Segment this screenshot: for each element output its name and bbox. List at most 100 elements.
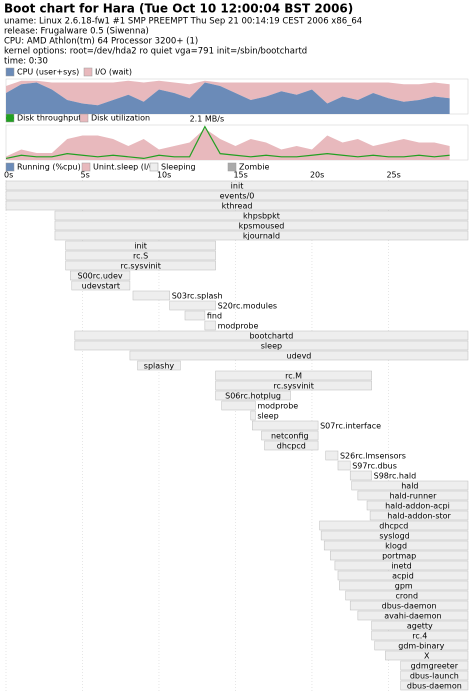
process-bar xyxy=(70,270,131,281)
x-tick-label: 20s xyxy=(310,171,324,180)
process-bar xyxy=(221,400,256,411)
process-label: dhcpcd xyxy=(277,442,306,451)
x-tick-label: 10s xyxy=(157,171,171,180)
process-label: S07rc.interface xyxy=(320,422,381,431)
x-tick-label: 25s xyxy=(386,171,400,180)
process-bar xyxy=(371,620,469,631)
process-label: S03rc.splash xyxy=(172,292,223,301)
process-label: udevd xyxy=(287,352,312,361)
process-label: gdm-binary xyxy=(398,642,444,651)
header-line: time: 0:30 xyxy=(4,57,48,67)
process-label: agetty xyxy=(407,622,433,631)
legend-label: Zombie xyxy=(239,163,269,172)
process-bar xyxy=(400,680,469,691)
process-label: gpm xyxy=(395,582,413,591)
legend-swatch xyxy=(227,162,237,172)
process-label: gdmgreeter xyxy=(411,662,459,671)
process-label: kpsmoused xyxy=(239,222,285,231)
x-tick-label: 15s xyxy=(233,171,247,180)
legend-label: Disk throughput xyxy=(17,114,81,123)
line xyxy=(5,125,450,160)
process-bar xyxy=(252,420,319,431)
legend-label: Running (%cpu) xyxy=(17,163,81,172)
process-label: init xyxy=(134,242,147,251)
process-label: hald-addon-acpi xyxy=(385,502,450,511)
legend-swatch xyxy=(83,67,93,77)
process-label: find xyxy=(207,312,222,321)
process-bar xyxy=(5,200,469,211)
process-label: portmap xyxy=(382,552,416,561)
process-label: X xyxy=(424,652,430,661)
process-bar xyxy=(400,670,469,681)
process-label: init xyxy=(231,182,244,191)
process-bar xyxy=(137,360,181,371)
process-label: dbus-daemon xyxy=(407,682,462,691)
process-label: khpsbpkt xyxy=(243,212,280,221)
process-label: dbus-daemon xyxy=(382,602,437,611)
process-label: dhcpcd xyxy=(379,522,408,531)
process-bar xyxy=(323,540,469,551)
annotation: 2.1 MB/s xyxy=(190,115,225,124)
process-bar xyxy=(215,370,372,381)
process-bar xyxy=(319,520,469,531)
process-label: S98rc.hald xyxy=(374,472,417,481)
process-bar xyxy=(357,610,469,621)
legend-label: Sleeping xyxy=(161,163,196,172)
process-bar xyxy=(74,340,469,351)
process-bar xyxy=(261,430,319,441)
process-label: S06rc.hotplug xyxy=(225,392,281,401)
process-label: modprobe xyxy=(257,402,298,411)
process-bar xyxy=(132,290,170,301)
process-label: avahi-daemon xyxy=(384,612,441,621)
process-bar xyxy=(5,190,469,201)
process-bar xyxy=(369,510,469,521)
area xyxy=(6,82,450,114)
area xyxy=(6,128,450,160)
process-bar xyxy=(204,320,216,331)
process-bar xyxy=(334,560,469,571)
process-label: inetd xyxy=(391,562,411,571)
process-bar xyxy=(74,330,469,341)
process-label: klogd xyxy=(385,542,407,551)
x-tick-label: 0s xyxy=(4,171,13,180)
process-label: udevstart xyxy=(82,282,120,291)
process-label: S26rc.lmsensors xyxy=(340,452,406,461)
process-bar xyxy=(320,530,469,541)
process-bar xyxy=(65,250,216,261)
process-bar xyxy=(250,410,256,421)
process-bar xyxy=(5,180,469,191)
process-label: modprobe xyxy=(218,322,259,331)
process-bar xyxy=(65,240,216,251)
process-label: bootchartd xyxy=(249,332,293,341)
process-bar xyxy=(374,640,469,651)
process-bar xyxy=(129,350,469,361)
process-label: S97rc.dbus xyxy=(352,462,397,471)
process-label: S00rc.udev xyxy=(78,272,123,281)
process-bar xyxy=(385,650,469,661)
process-label: rc.4 xyxy=(412,632,427,641)
process-label: acpid xyxy=(392,572,414,581)
process-label: netconfig xyxy=(271,432,309,441)
legend-label: CPU (user+sys) xyxy=(17,68,79,77)
process-bar xyxy=(337,460,351,471)
process-bar xyxy=(357,490,469,501)
legend-swatch xyxy=(5,162,15,172)
process-bar xyxy=(184,310,206,321)
header-line: CPU: AMD Athlon(tm) 64 Processor 3200+ (… xyxy=(4,37,198,47)
process-bar xyxy=(400,660,469,671)
process-label: rc.sysvinit xyxy=(120,262,161,271)
process-label: crond xyxy=(396,592,419,601)
process-label: kjournald xyxy=(243,232,280,241)
process-bar xyxy=(264,440,319,451)
chart-title: Boot chart for Hara (Tue Oct 10 12:00:04… xyxy=(4,2,353,16)
process-label: splashy xyxy=(144,362,175,371)
process-bar xyxy=(54,210,469,221)
process-bar xyxy=(215,390,291,401)
legend-label: I/O (wait) xyxy=(95,68,132,77)
process-bar xyxy=(371,630,469,641)
x-tick-label: 5s xyxy=(80,171,89,180)
legend-swatch xyxy=(5,67,15,77)
process-label: hald xyxy=(401,482,418,491)
process-bar xyxy=(325,450,339,461)
